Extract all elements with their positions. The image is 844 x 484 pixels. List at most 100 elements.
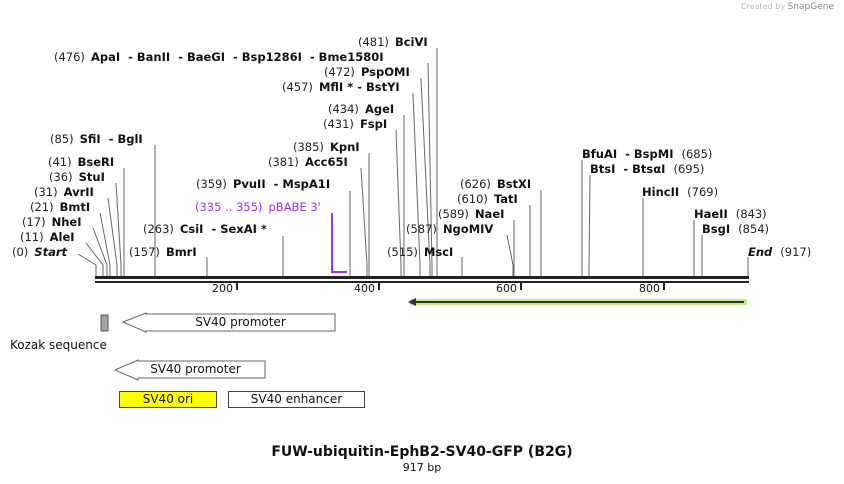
site-fspi[interactable]: (431) FspI: [323, 117, 387, 131]
site-name: BfuAI - BspMI: [582, 147, 674, 161]
site-pos: (457): [282, 80, 313, 94]
site-name: TatI: [493, 192, 518, 206]
site-nhei[interactable]: (17) NheI: [22, 215, 82, 229]
site-pvuii-mspa1i[interactable]: (359) PvuII - MspA1I: [196, 177, 330, 191]
site-name: ApaI - BanII - BaeGI - Bsp1286I - Bme158…: [90, 50, 384, 64]
site-pos: (685): [681, 147, 713, 161]
site-pos: (431): [323, 117, 354, 131]
site-name: NgoMIV: [442, 222, 494, 236]
sv40-enhancer-box: [228, 391, 365, 408]
site-stui[interactable]: (36) StuI: [49, 170, 105, 184]
site-pos: (769): [687, 185, 719, 199]
site-connectors: [77, 48, 749, 277]
site-pos: (36): [49, 170, 73, 184]
site-bmri[interactable]: (157) BmrI: [129, 245, 197, 259]
site-name: Start: [34, 245, 68, 259]
site-hincii[interactable]: HincII (769): [642, 185, 718, 199]
kozak-box: [100, 314, 109, 332]
site-pos: (515): [387, 245, 418, 259]
site-kpni[interactable]: (385) KpnI: [293, 140, 360, 154]
feature-sv40-ori[interactable]: SV40 ori: [142, 392, 194, 406]
site-csii-sexai[interactable]: (263) CsiI - SexAI *: [143, 222, 267, 236]
site-alei[interactable]: (11) AleI: [20, 230, 75, 244]
site-bcivi[interactable]: (481) BciVI: [358, 35, 428, 49]
site-pos: (626): [460, 177, 491, 191]
site-name: BmtI: [59, 200, 91, 214]
site-ngomiv[interactable]: (587) NgoMIV: [406, 222, 493, 236]
snapgene-logo: SnapGene: [787, 2, 834, 12]
site-end[interactable]: End (917): [748, 245, 811, 259]
connector-pspomi: [420, 77, 431, 277]
site-pos: (17): [22, 215, 46, 229]
primer-pbabe-3[interactable]: (335 .. 355) pBABE 3': [195, 200, 321, 214]
connector-avrii: [107, 197, 118, 277]
site-apai-group[interactable]: (476) ApaI - BanII - BaeGI - Bsp1286I - B…: [54, 50, 384, 64]
site-avrii[interactable]: (31) AvrII: [34, 185, 94, 199]
site-name: PspOMI: [360, 65, 410, 79]
site-pos: (11): [20, 230, 44, 244]
sv40-promoter-1-arrow: [121, 312, 336, 333]
site-tati[interactable]: (610) TatI: [457, 192, 518, 206]
site-start[interactable]: (0) Start: [12, 245, 67, 259]
site-msci[interactable]: (515) MscI: [387, 245, 453, 259]
site-haeii[interactable]: HaeII (843): [694, 207, 767, 221]
site-bsgi[interactable]: BsgI (854): [702, 222, 769, 236]
site-name: AgeI: [364, 102, 395, 116]
site-bseri[interactable]: (41) BseRI: [48, 155, 114, 169]
site-name: BciVI: [394, 35, 428, 49]
site-pos: (263): [143, 222, 174, 236]
connector-bmti: [99, 212, 111, 277]
primer-pbabe-3-mark: [331, 213, 347, 273]
ruler-label-200: 200: [212, 282, 233, 295]
connector-mfli: [412, 92, 421, 277]
site-naei[interactable]: (589) NaeI: [438, 207, 504, 221]
orf-arrow: [408, 298, 747, 306]
site-acc65i[interactable]: (381) Acc65I: [268, 155, 348, 169]
site-name: FspI: [359, 117, 388, 131]
site-pspomi[interactable]: (472) PspOMI: [324, 65, 410, 79]
ruler-ticks: [236, 283, 665, 290]
site-name: PvuII - MspA1I: [232, 177, 331, 191]
site-pos: (0): [12, 245, 29, 259]
feature-sv40-enhancer[interactable]: SV40 enhancer: [250, 392, 343, 406]
feature-kozak-label[interactable]: Kozak sequence: [10, 338, 107, 352]
site-btsi[interactable]: BtsI - BtsαI (695): [590, 162, 704, 176]
feature-sv40-promoter-2[interactable]: SV40 promoter: [150, 362, 241, 376]
snapgene-credit: Created by SnapGene: [741, 2, 834, 12]
site-pos: (843): [735, 207, 767, 221]
site-name: StuI: [78, 170, 105, 184]
connector-ngomiv: [506, 234, 514, 277]
site-bstxi[interactable]: (626) BstXI: [460, 177, 531, 191]
site-agei[interactable]: (434) AgeI: [328, 102, 394, 116]
connector-start: [77, 253, 97, 277]
site-name: End: [748, 245, 773, 259]
site-pos: (854): [738, 222, 770, 236]
site-name: MscI: [423, 245, 454, 259]
connector-alei: [85, 242, 104, 277]
site-sfii-bgli[interactable]: (85) SfiI - BglI: [50, 132, 143, 146]
backbone-bottom-strand: [95, 281, 749, 283]
ruler-label-800: 800: [639, 282, 660, 295]
site-name: BseRI: [77, 155, 115, 169]
site-name: AvrII: [63, 185, 94, 199]
site-mfli-bstyi[interactable]: (457) MflI * - BstYI: [282, 80, 400, 94]
backbone-top-strand: [95, 276, 749, 279]
connector-nhei: [92, 227, 108, 277]
site-pos: (85): [50, 132, 74, 146]
site-name: KpnI: [329, 140, 360, 154]
connector-fspi: [395, 129, 402, 277]
site-name: MflI * - BstYI: [318, 80, 400, 94]
primer-name: pBABE 3': [268, 200, 321, 214]
site-bfuai-bspmi[interactable]: BfuAI - BspMI (685): [582, 147, 712, 161]
site-bmti[interactable]: (21) BmtI: [30, 200, 90, 214]
site-name: HaeII: [694, 207, 728, 221]
credit-prefix: Created by: [741, 2, 786, 11]
feature-sv40-promoter-1[interactable]: SV40 promoter: [195, 315, 286, 329]
site-pos: (434): [328, 102, 359, 116]
plasmid-length: 917 bp: [402, 461, 442, 474]
connector-stui: [115, 182, 122, 277]
site-pos: (481): [358, 35, 389, 49]
site-name: BmrI: [165, 245, 197, 259]
site-pos: (917): [780, 245, 812, 259]
